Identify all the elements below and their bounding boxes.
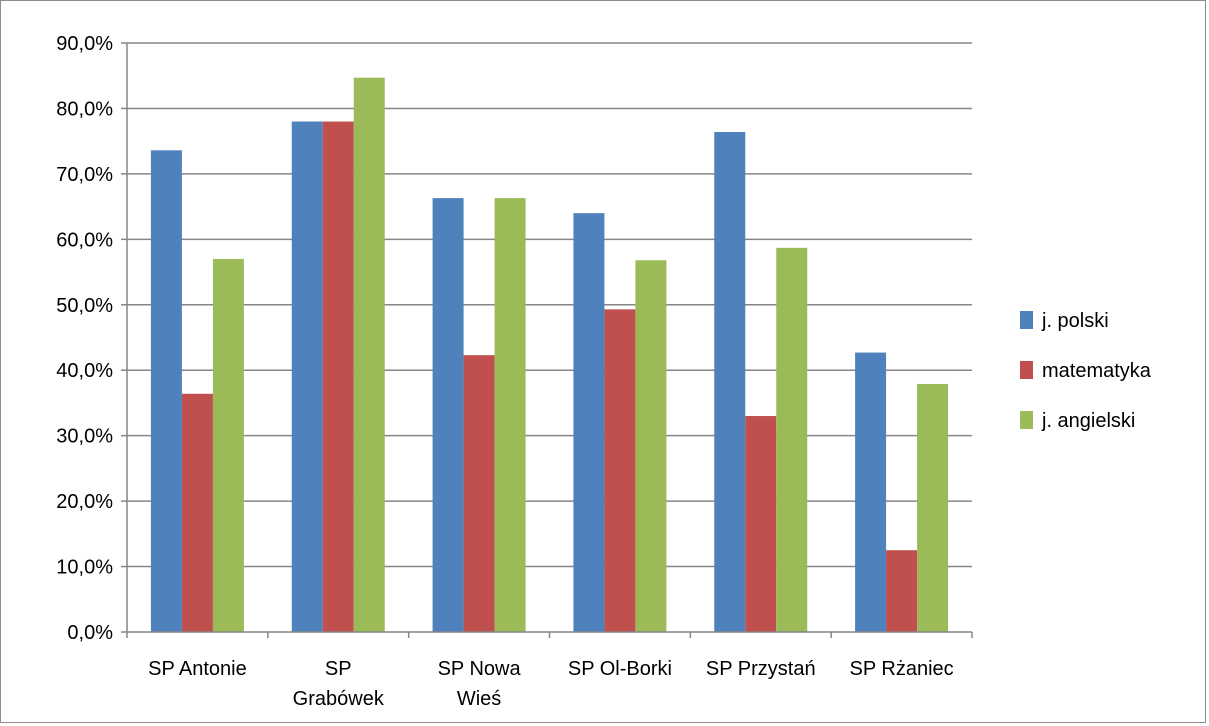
legend-swatch [1020,361,1033,379]
legend-label: j. angielski [1041,410,1135,432]
x-tick-label: SP Nowa [438,658,522,680]
y-tick-label: 70,0% [56,164,113,186]
bar-j-angielski-1 [353,77,385,633]
x-tick-labels: SP Antonie SP Grabówek SP Nowa Wieś SP Ol-Bor… [148,658,954,710]
x-tick-label: SP [325,658,352,680]
legend-label: matematyka [1042,360,1152,382]
bar-matematyka-1 [322,121,354,633]
bar-matematyka-4 [745,416,777,632]
bar-j-polski-1 [291,121,323,633]
bar-j-angielski-5 [917,383,949,632]
legend-swatch [1020,411,1033,429]
bar-j-angielski-4 [776,247,808,632]
bar-matematyka-5 [886,550,918,632]
bar-j-polski-2 [432,198,464,632]
bar-j-polski-4 [714,132,746,632]
bar-matematyka-3 [604,309,636,632]
y-tick-label: 90,0% [56,33,113,55]
x-tick-label: SP Antonie [148,658,247,680]
bar-j-angielski-3 [635,260,667,632]
y-tick-label: 10,0% [56,557,113,579]
bar-j-polski-0 [150,150,182,632]
y-tick-label: 30,0% [56,426,113,448]
grid-lines [127,42,972,568]
bar-j-angielski-0 [212,258,244,632]
x-tick-label: SP Przystań [706,658,816,680]
bar-j-polski-5 [855,352,887,632]
x-tick-label: Grabówek [293,688,385,710]
x-tick-label: SP Ol-Borki [568,658,672,680]
y-tick-labels: 0,0% 10,0% 20,0% 30,0% 40,0% 50,0% 60,0% 70,0% 8… [56,33,113,644]
y-tick-label: 50,0% [56,295,113,317]
legend-swatch [1020,311,1033,329]
x-tick-label: SP Rżaniec [850,658,954,680]
axes [121,42,973,638]
legend: j. polski matematyka j. angielski [1020,310,1152,432]
bar-matematyka-0 [181,393,213,632]
y-tick-label: 0,0% [67,622,113,644]
x-tick-label: Wieś [457,688,501,710]
bar-j-polski-3 [573,213,605,632]
y-tick-label: 80,0% [56,98,113,120]
y-tick-label: 20,0% [56,491,113,513]
y-tick-label: 60,0% [56,229,113,251]
legend-label: j. polski [1041,310,1109,332]
bars [150,77,949,633]
bar-matematyka-2 [463,355,495,632]
bar-j-angielski-2 [494,198,526,632]
y-tick-label: 40,0% [56,360,113,382]
